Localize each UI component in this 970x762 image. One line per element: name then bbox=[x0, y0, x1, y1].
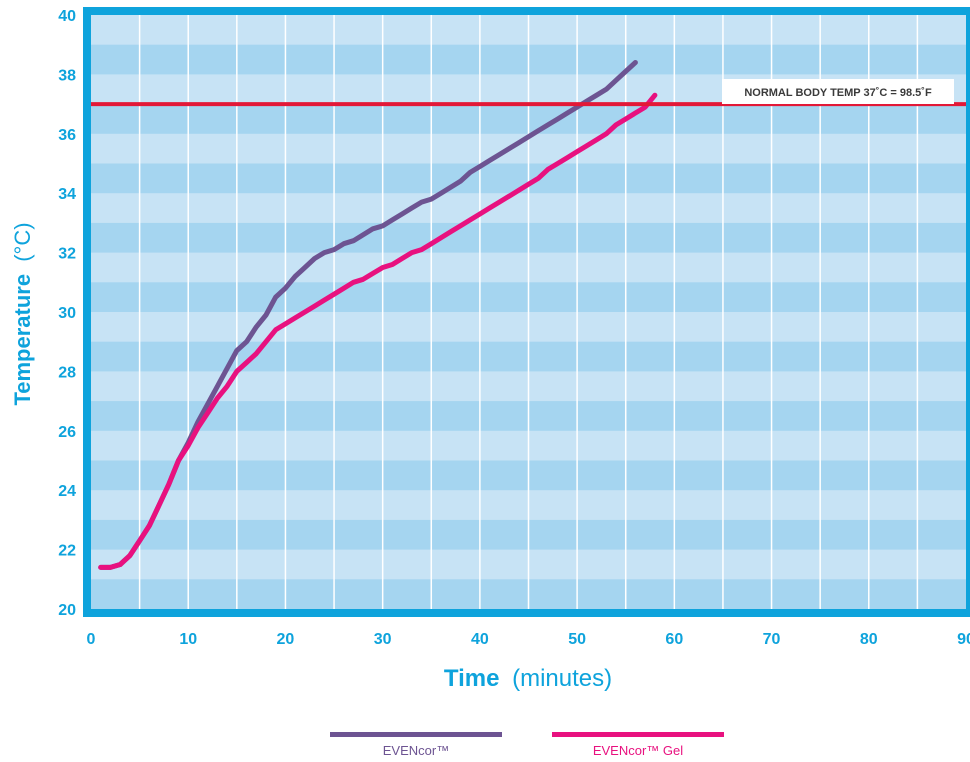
y-axis-title-rest: (°C) bbox=[10, 222, 35, 261]
y-tick-label: 22 bbox=[58, 543, 76, 560]
y-tick-label: 34 bbox=[58, 186, 76, 203]
x-axis-title-rest: (minutes) bbox=[512, 665, 612, 692]
y-axis-ticks: 20 22 24 26 28 30 32 34 36 38 40 bbox=[58, 8, 76, 619]
series-line-1 bbox=[98, 92, 658, 570]
x-tick-label: 40 bbox=[471, 631, 489, 648]
chart: NORMAL BODY TEMP 37˚C = 98.5˚F 202224262… bbox=[10, 7, 970, 692]
y-tick-label: 20 bbox=[58, 602, 76, 619]
reference-line-group: NORMAL BODY TEMP 37˚C = 98.5˚F bbox=[91, 79, 966, 107]
y-tick-label: 24 bbox=[58, 483, 76, 500]
series-layer bbox=[98, 60, 658, 570]
legend-label-evencor: EVENcor™ bbox=[382, 743, 450, 758]
grid bbox=[138, 15, 919, 609]
y-tick-label: 28 bbox=[58, 364, 76, 381]
y-axis-title: Temperature (°C) bbox=[10, 222, 35, 405]
y-tick-label: 38 bbox=[58, 67, 76, 84]
x-tick-label: 80 bbox=[860, 631, 878, 648]
x-axis-title-bold: Time bbox=[444, 665, 500, 692]
y-tick-label: 40 bbox=[58, 8, 76, 25]
x-tick-label: 90 bbox=[957, 631, 970, 648]
legend-item-evencor: EVENcor™ bbox=[330, 732, 502, 758]
y-tick-label: 36 bbox=[58, 127, 76, 144]
legend-item-evencor-gel: EVENcor™ Gel bbox=[552, 732, 724, 758]
y-tick-label: 30 bbox=[58, 305, 76, 322]
x-tick-label: 20 bbox=[277, 631, 295, 648]
x-tick-label: 60 bbox=[665, 631, 683, 648]
y-tick-label: 32 bbox=[58, 246, 76, 263]
x-tick-label: 0 bbox=[87, 631, 96, 648]
legend-swatch-evencor bbox=[330, 732, 502, 737]
reference-line-label: NORMAL BODY TEMP 37˚C = 98.5˚F bbox=[744, 87, 932, 99]
plot-frame bbox=[83, 7, 970, 617]
x-tick-label: 30 bbox=[374, 631, 392, 648]
y-axis-title-bold: Temperature bbox=[10, 274, 35, 406]
y-tick-label: 26 bbox=[58, 424, 76, 441]
x-axis-ticks: 0 10 20 30 40 50 60 70 80 90 bbox=[87, 631, 970, 648]
legend: EVENcor™ EVENcor™ Gel bbox=[0, 732, 970, 762]
legend-label-evencor-gel: EVENcor™ Gel bbox=[592, 743, 684, 758]
x-tick-label: 50 bbox=[568, 631, 586, 648]
x-tick-label: 10 bbox=[179, 631, 197, 648]
legend-swatch-evencor-gel bbox=[552, 732, 724, 737]
reference-label-box bbox=[722, 79, 954, 104]
x-axis-title: Time (minutes) bbox=[444, 665, 612, 692]
x-tick-label: 70 bbox=[763, 631, 781, 648]
